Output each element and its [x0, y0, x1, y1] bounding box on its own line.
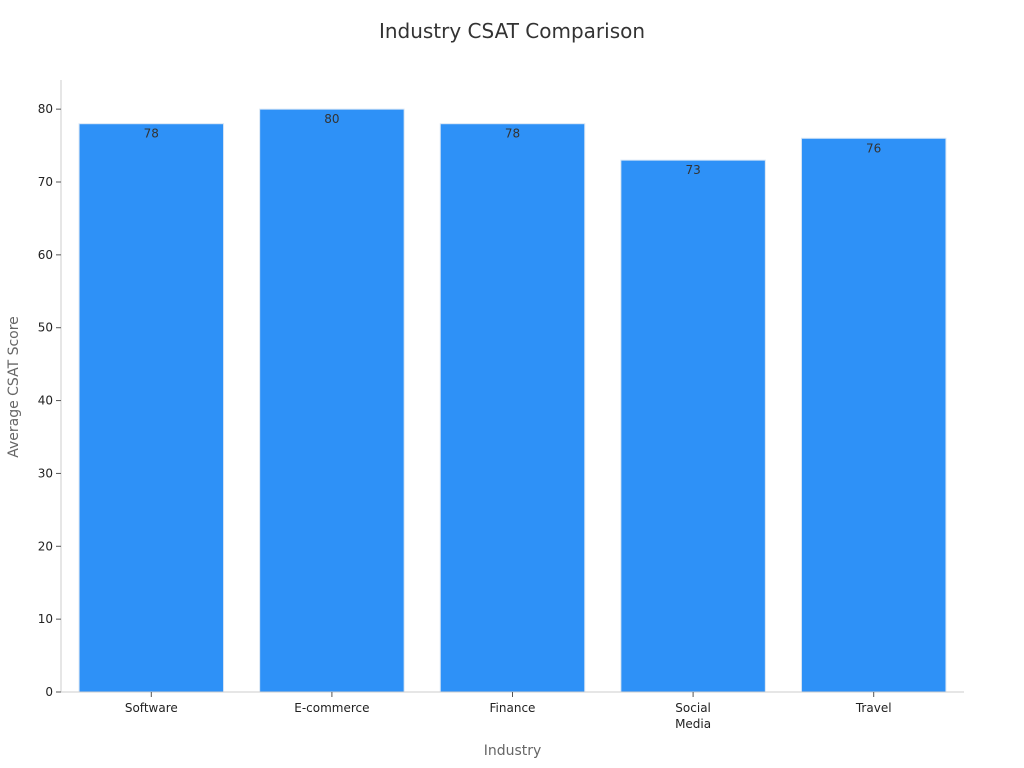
y-tick-label: 60 — [38, 248, 53, 262]
bar-value-label: 80 — [324, 112, 339, 126]
y-tick-label: 10 — [38, 612, 53, 626]
y-tick-label: 80 — [38, 102, 53, 116]
bar — [620, 159, 766, 693]
bar — [78, 123, 225, 693]
bar-value-label: 78 — [505, 127, 520, 141]
bar — [439, 123, 586, 693]
bar-value-label: 78 — [144, 127, 159, 141]
bar-value-label: 76 — [866, 141, 881, 155]
x-tick-label: Travel — [855, 701, 892, 715]
y-tick-label: 50 — [38, 321, 53, 335]
y-tick-label: 20 — [38, 539, 53, 553]
x-tick-label-line: Media — [675, 717, 711, 731]
bar — [259, 108, 405, 693]
y-tick-label: 70 — [38, 175, 53, 189]
x-tick-label: Finance — [490, 701, 536, 715]
chart-title: Industry CSAT Comparison — [378, 19, 646, 43]
axes-layer: 0 10 20 30 40 50 60 70 80 Software E-commerce Finan… — [6, 80, 964, 759]
x-tick-label-line: Travel — [855, 701, 892, 715]
x-axis-title: Industry — [484, 743, 542, 759]
x-tick-label: E-commerce — [294, 701, 369, 715]
bars-layer — [78, 108, 947, 693]
bar — [800, 137, 947, 693]
x-tick-label-line: Social — [675, 701, 711, 715]
y-axis-title: Average CSAT Score — [6, 316, 22, 458]
x-tick-label: Software — [125, 701, 178, 715]
x-tick-label: Social Media — [675, 701, 711, 731]
y-tick-label: 40 — [38, 394, 53, 408]
y-tick-label: 30 — [38, 466, 53, 480]
x-tick-label-line: Software — [125, 701, 178, 715]
x-tick-label-line: E-commerce — [294, 701, 369, 715]
bar-value-label: 73 — [685, 163, 700, 177]
x-tick-label-line: Finance — [490, 701, 536, 715]
y-tick-label: 0 — [45, 685, 53, 699]
labels-layer: 78 80 78 73 76 — [144, 112, 882, 177]
